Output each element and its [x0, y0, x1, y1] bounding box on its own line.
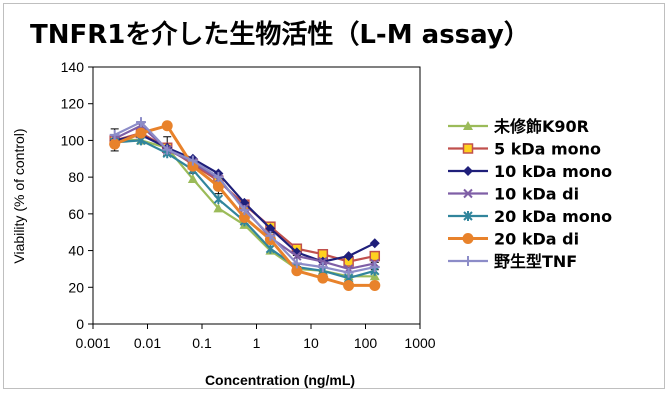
chart-title: TNFR1を介した生物活性（L-M assay） — [30, 20, 530, 50]
data-point — [369, 238, 380, 249]
data-point — [162, 144, 173, 155]
data-point — [213, 172, 224, 183]
data-point — [292, 251, 302, 261]
data-point — [213, 194, 224, 205]
x-tick-label: 0.01 — [134, 335, 161, 351]
data-point — [343, 279, 355, 291]
data-point — [369, 262, 380, 273]
legend-marker — [462, 233, 474, 244]
legend-item: 10 kDa mono — [448, 162, 612, 181]
legend-label: 10 kDa di — [494, 185, 579, 204]
y-axis-title: Viability (% of control) — [11, 128, 27, 263]
data-point — [343, 267, 354, 278]
data-point — [369, 271, 380, 281]
x-tick-label: 0.1 — [192, 335, 212, 351]
data-point — [239, 205, 250, 216]
x-tick-label: 0.001 — [75, 335, 110, 351]
data-point — [109, 138, 121, 150]
legend-item: 野生型TNF — [448, 252, 577, 271]
x-tick-label: 10 — [303, 335, 319, 351]
data-point — [318, 256, 328, 267]
series-group — [109, 117, 381, 291]
x-axis-title: Concentration (ng/mL) — [205, 372, 355, 388]
legend-marker — [463, 166, 473, 176]
legend-label: 5 kDa mono — [494, 140, 601, 159]
data-point — [212, 180, 224, 192]
data-point — [291, 265, 303, 277]
legend-label: 10 kDa mono — [494, 162, 612, 181]
data-point — [291, 258, 302, 269]
data-point — [238, 212, 250, 224]
y-tick-label: 0 — [76, 316, 84, 332]
data-point — [135, 127, 147, 139]
data-point — [265, 223, 276, 234]
legend: 未修飾K90R 5 kDa mono 10 kDa mono 10 kDa di 20 … — [448, 117, 612, 271]
legend-item: 20 kDa di — [448, 230, 579, 249]
legend-item: 5 kDa mono — [448, 140, 601, 159]
x-tick-label: 1 — [253, 335, 261, 351]
y-tick-label: 20 — [68, 279, 84, 295]
x-tick-label: 1000 — [404, 335, 435, 351]
data-point — [317, 262, 328, 273]
y-tick-label: 80 — [68, 169, 84, 185]
legend-label: 20 kDa mono — [494, 207, 612, 226]
series-6 — [109, 117, 380, 278]
legend-marker — [462, 143, 474, 154]
y-tick-label: 120 — [61, 96, 85, 112]
legend-label: 野生型TNF — [494, 252, 577, 271]
data-point — [369, 279, 381, 291]
data-point — [343, 251, 354, 262]
y-tick-label: 40 — [68, 243, 84, 259]
data-point — [265, 230, 276, 241]
data-point — [136, 117, 147, 128]
legend-marker — [463, 211, 473, 221]
x-tick-label: 100 — [354, 335, 378, 351]
legend-label: 20 kDa di — [494, 230, 579, 249]
x-axis-ticks: 0.001 0.01 0.1 1 10 100 1000 — [75, 324, 436, 351]
legend-marker — [463, 121, 473, 130]
data-point — [187, 155, 198, 166]
data-point — [369, 250, 381, 262]
y-tick-label: 140 — [61, 59, 85, 75]
data-point — [187, 173, 198, 183]
legend-item: 20 kDa mono — [448, 207, 612, 226]
legend-label: 未修飾K90R — [493, 117, 589, 136]
legend-item: 10 kDa di — [448, 185, 579, 204]
data-point — [161, 120, 173, 132]
y-axis-ticks: 0 20 40 60 80 100 120 140 — [61, 59, 93, 332]
data-point — [109, 129, 120, 140]
data-point — [213, 203, 224, 213]
legend-marker — [463, 188, 473, 199]
plot-area — [92, 66, 421, 325]
data-point — [317, 272, 329, 284]
y-tick-label: 60 — [68, 206, 84, 222]
legend-item: 未修飾K90R — [448, 117, 589, 136]
data-point — [265, 243, 276, 254]
y-tick-label: 100 — [61, 132, 85, 148]
legend-marker — [463, 256, 473, 266]
